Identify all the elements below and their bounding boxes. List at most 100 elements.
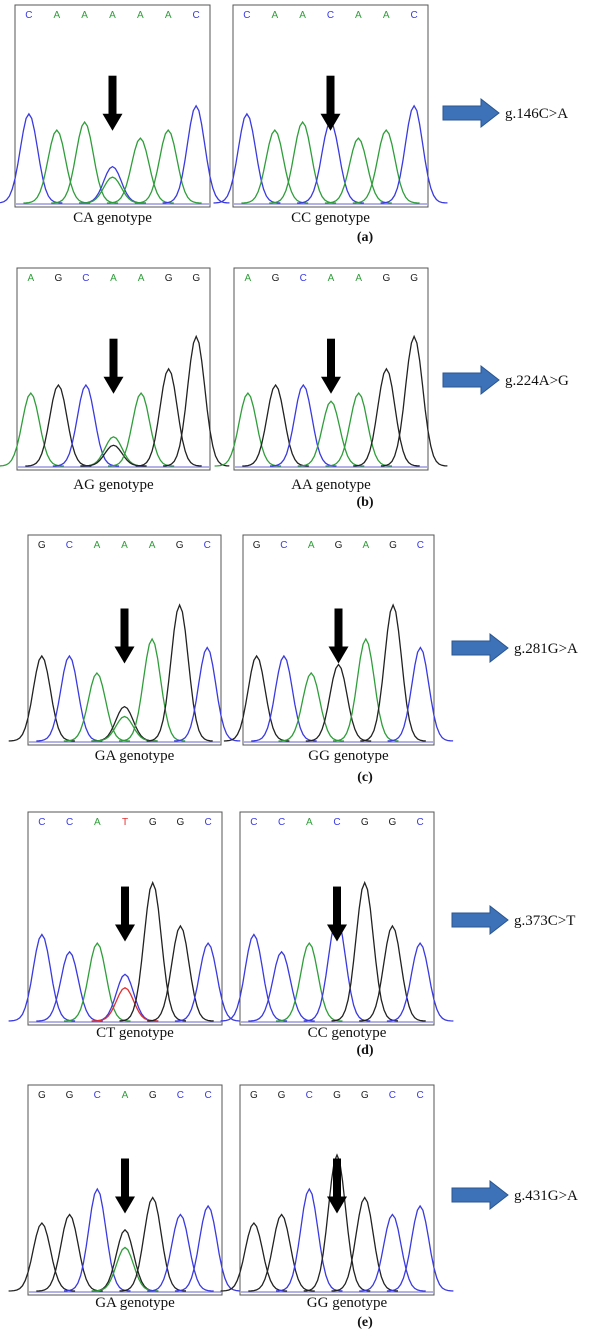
base-call: G <box>149 817 157 828</box>
base-call: C <box>177 1090 184 1101</box>
base-call: A <box>110 273 117 284</box>
base-call: A <box>94 540 101 551</box>
base-call: A <box>94 817 101 828</box>
base-call: G <box>66 1090 74 1101</box>
base-call: C <box>410 10 417 21</box>
base-call: A <box>308 540 315 551</box>
base-call: G <box>278 1090 286 1101</box>
base-call: A <box>299 10 306 21</box>
genotype-label: CT genotype <box>96 1025 174 1041</box>
base-call: G <box>177 817 185 828</box>
pointer-arrow-shaft <box>327 76 335 116</box>
base-call: C <box>243 10 250 21</box>
genotype-label: AA genotype <box>291 477 371 493</box>
base-call: G <box>38 1090 46 1101</box>
genotype-label: GA genotype <box>95 748 175 764</box>
genotype-label: CA genotype <box>73 210 152 226</box>
base-call: A <box>137 10 144 21</box>
genotype-label: GG genotype <box>307 1295 388 1311</box>
base-call: G <box>361 817 369 828</box>
base-call: G <box>272 273 280 284</box>
base-call: G <box>38 540 46 551</box>
panel-label: (b) <box>356 495 373 510</box>
panel-label: (c) <box>357 770 373 785</box>
panel-label: (d) <box>356 1043 373 1058</box>
base-call: C <box>66 540 73 551</box>
base-call: A <box>53 10 60 21</box>
base-call: A <box>362 540 369 551</box>
base-call: A <box>149 540 156 551</box>
base-call: G <box>361 1090 369 1101</box>
base-call: G <box>192 273 200 284</box>
pointer-arrow-shaft <box>110 339 118 379</box>
base-call: G <box>333 1090 341 1101</box>
base-call: T <box>122 817 128 828</box>
base-call: C <box>66 817 73 828</box>
base-call: C <box>204 540 211 551</box>
base-call: C <box>300 273 307 284</box>
pointer-arrow-shaft <box>333 1159 341 1199</box>
mutation-label: g.146C>A <box>505 106 568 122</box>
base-call: G <box>54 273 62 284</box>
base-call: G <box>389 817 397 828</box>
base-call: C <box>94 1090 101 1101</box>
chromatogram: CAACAAC <box>214 5 448 207</box>
pointer-arrow-shaft <box>121 1159 129 1199</box>
base-call: A <box>383 10 390 21</box>
base-call: G <box>253 540 261 551</box>
base-call: G <box>165 273 173 284</box>
base-call: A <box>165 10 172 21</box>
base-call: C <box>38 817 45 828</box>
base-call: A <box>355 10 362 21</box>
mutation-arrow <box>443 366 499 394</box>
base-call: G <box>389 540 397 551</box>
base-call: G <box>250 1090 258 1101</box>
base-call: C <box>389 1090 396 1101</box>
mutation-label: g.224A>G <box>505 373 569 389</box>
base-call: C <box>280 540 287 551</box>
mutation-arrow <box>452 634 508 662</box>
panel-label: (a) <box>357 230 374 245</box>
base-call: C <box>417 817 424 828</box>
base-call: C <box>417 540 424 551</box>
genotype-label: CC genotype <box>291 210 370 226</box>
base-call: C <box>25 10 32 21</box>
base-call: A <box>328 273 335 284</box>
mutation-label: g.431G>A <box>514 1188 578 1204</box>
base-call: A <box>81 10 88 21</box>
base-call: C <box>192 10 199 21</box>
chromatogram: CCATGGC <box>9 812 242 1025</box>
pointer-arrow-shaft <box>335 609 343 649</box>
mutation-arrow <box>443 99 499 127</box>
figure: C A A A A A C CA genotype C A A C A A C CC genotype (a) g… <box>0 0 610 1342</box>
genotype-label: GA genotype <box>95 1295 175 1311</box>
base-call: A <box>306 817 313 828</box>
base-call: A <box>122 1090 129 1101</box>
base-call: C <box>417 1090 424 1101</box>
base-call: A <box>27 273 34 284</box>
panel-label: (e) <box>357 1315 373 1330</box>
base-call: A <box>355 273 362 284</box>
base-call: C <box>82 273 89 284</box>
base-call: G <box>383 273 391 284</box>
base-call: A <box>121 540 128 551</box>
base-call: C <box>250 817 257 828</box>
base-call: A <box>271 10 278 21</box>
base-call: C <box>205 1090 212 1101</box>
base-call: A <box>245 273 252 284</box>
pointer-arrow-shaft <box>327 339 335 379</box>
chromatogram: CAAAAAC <box>0 5 230 207</box>
genotype-label: GG genotype <box>308 748 389 764</box>
base-call: C <box>306 1090 313 1101</box>
base-call: A <box>138 273 145 284</box>
base-call: C <box>278 817 285 828</box>
mutation-label: g.373C>T <box>514 913 575 929</box>
base-call: C <box>205 817 212 828</box>
mutation-arrow <box>452 1181 508 1209</box>
pointer-arrow-shaft <box>333 887 341 927</box>
